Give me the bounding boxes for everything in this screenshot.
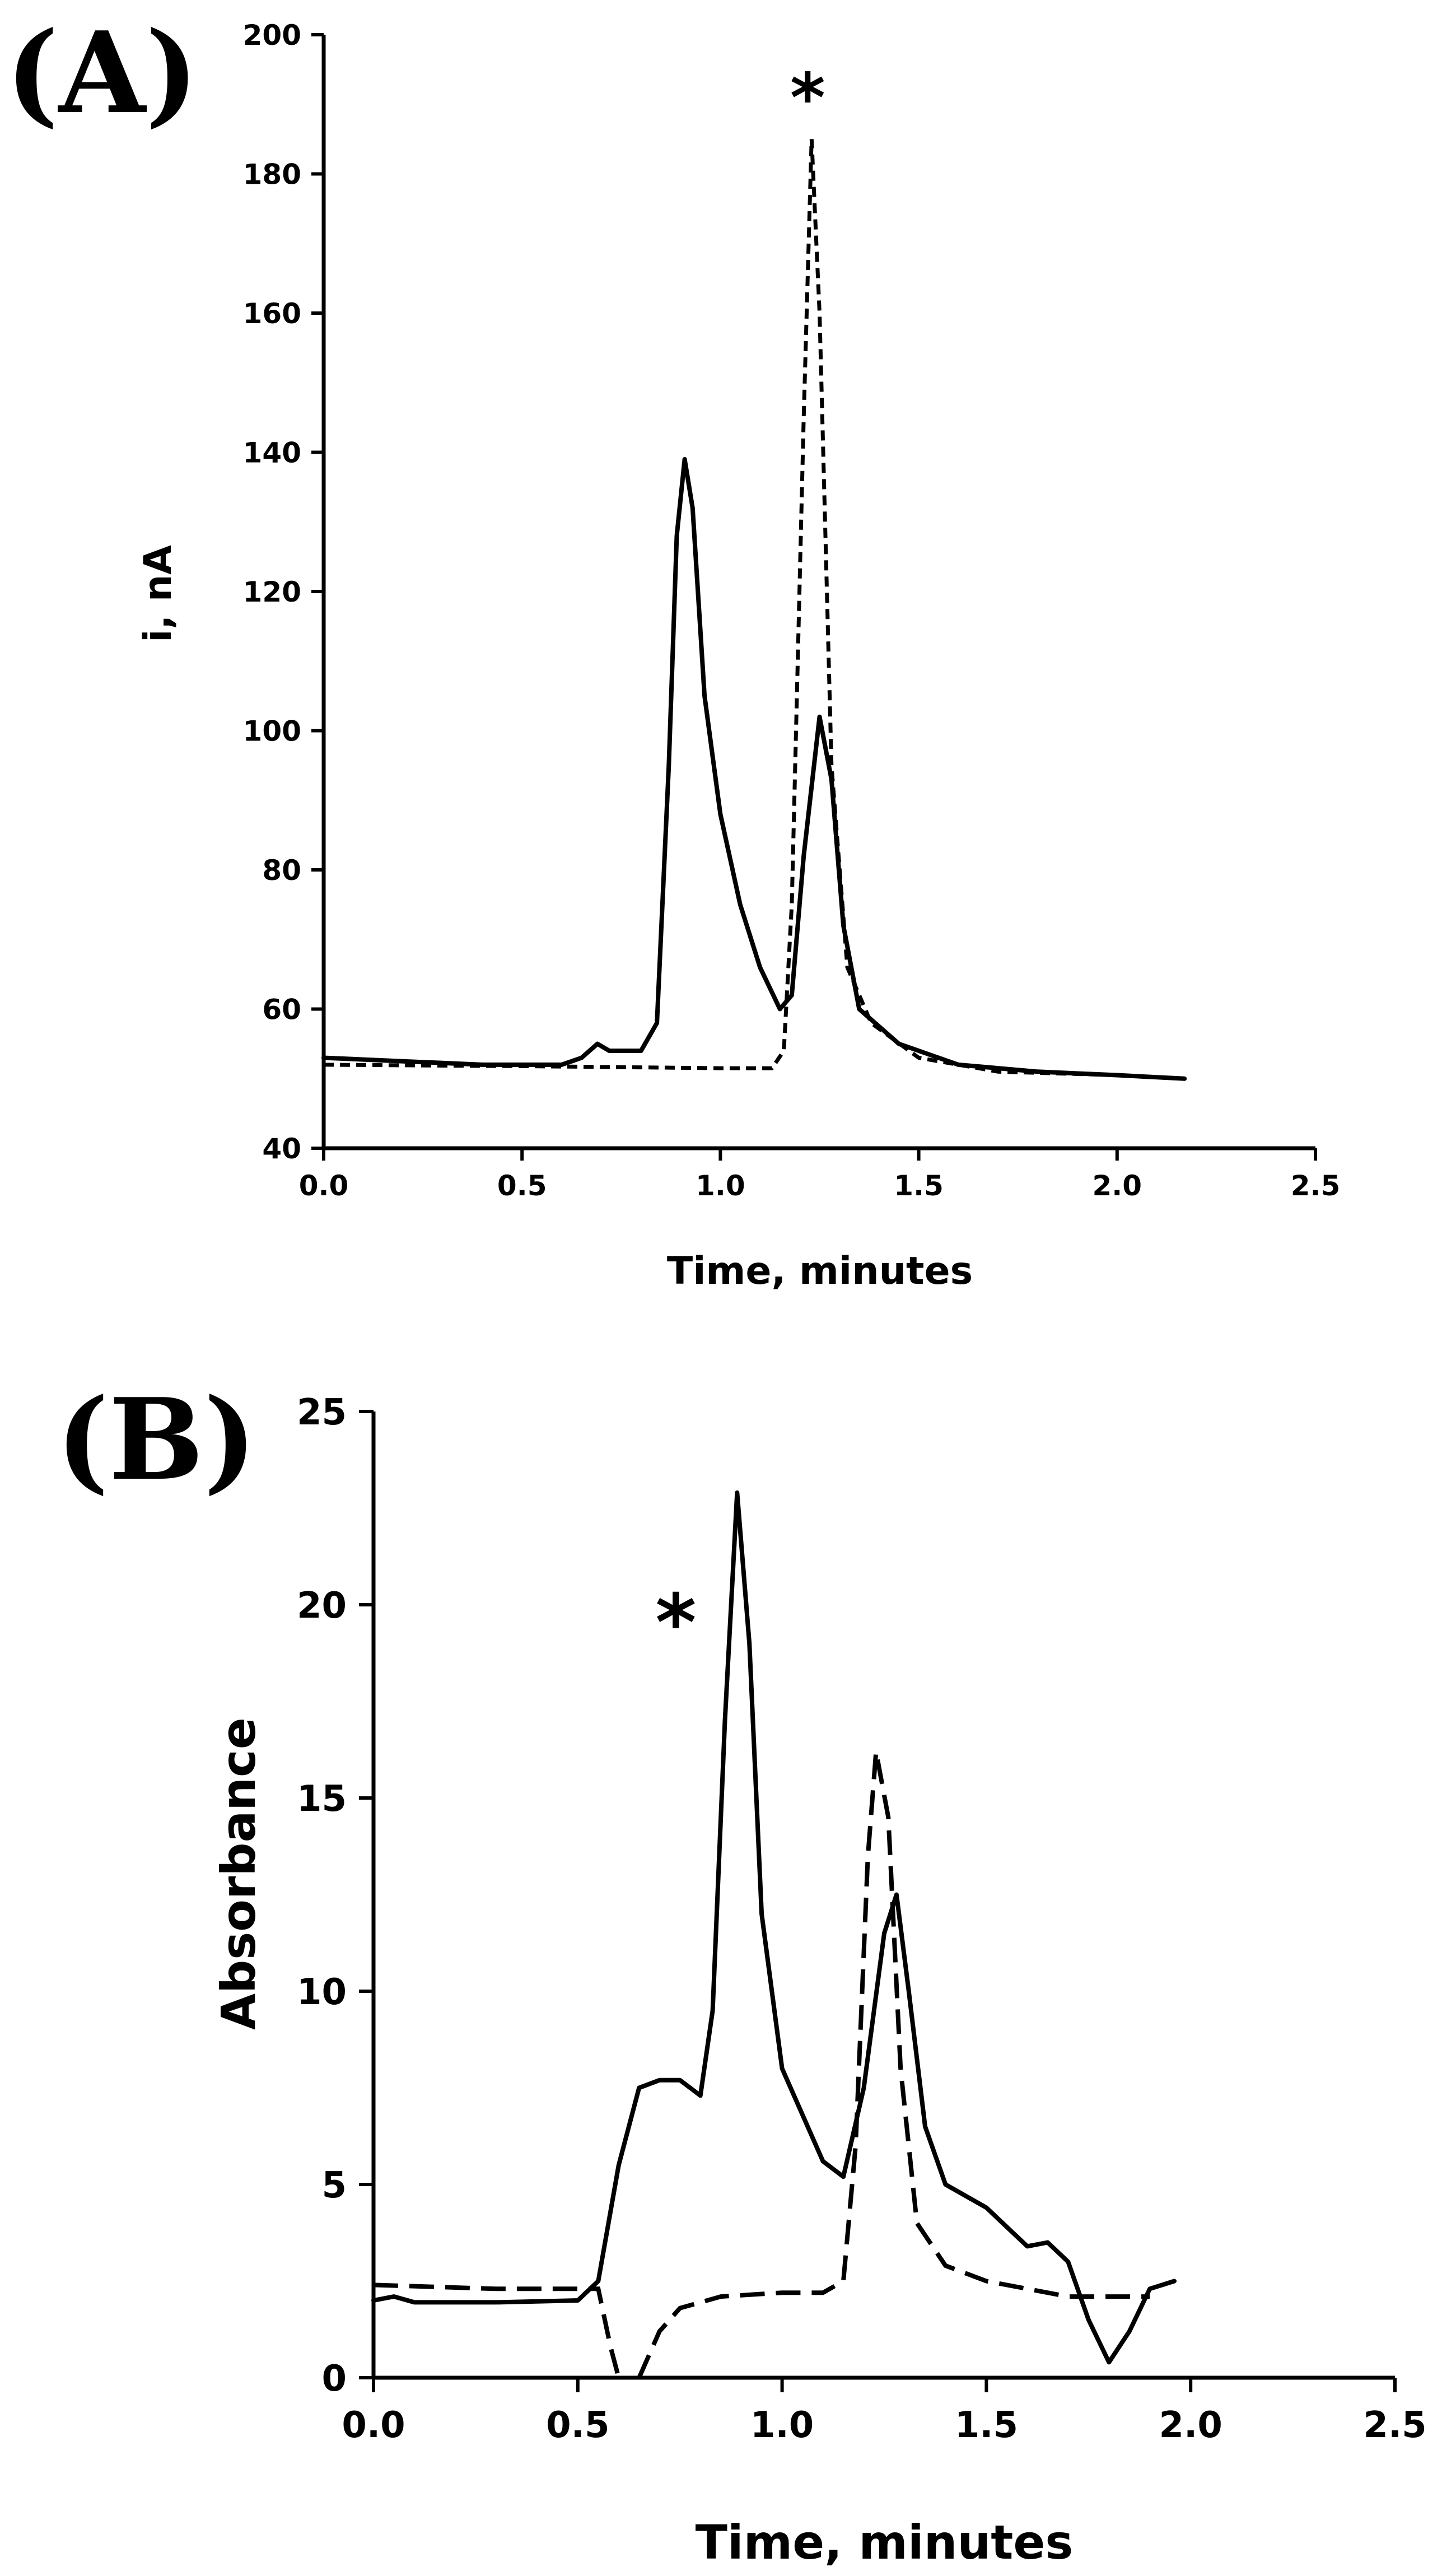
x-tick-label: 1.5 xyxy=(955,2405,1018,2446)
panel-b-series xyxy=(371,1490,1177,2379)
panel-a-peak-marker: * xyxy=(790,59,825,137)
y-tick-label: 10 xyxy=(297,1972,347,2013)
x-tick-label: 2.5 xyxy=(1291,1170,1341,1202)
panel-b-x-title: Time, minutes xyxy=(696,2515,1074,2570)
panel-a-label: (A) xyxy=(6,7,198,139)
panel-a-x-title: Time, minutes xyxy=(667,1249,973,1293)
x-tick-label: 1.0 xyxy=(696,1170,745,1202)
y-tick-label: 60 xyxy=(262,994,301,1026)
x-tick-label: 0.5 xyxy=(497,1170,547,1202)
chart-panel-a: (A) 40 60 80 100 120 140 160 180 200 0.0 0.5 1.0 1.… xyxy=(6,7,1340,1293)
y-tick-label: 20 xyxy=(297,1585,347,1627)
panel-a-y-ticks: 40 60 80 100 120 140 160 180 200 xyxy=(243,19,324,1165)
panel-b-label: (B) xyxy=(56,1374,256,1506)
y-tick-label: 180 xyxy=(243,159,301,191)
x-tick-label: 2.0 xyxy=(1093,1170,1142,1202)
y-tick-label: 200 xyxy=(243,19,301,52)
x-tick-label: 0.0 xyxy=(342,2405,405,2446)
y-tick-label: 40 xyxy=(262,1133,301,1165)
y-tick-label: 160 xyxy=(243,297,301,330)
y-tick-label: 140 xyxy=(243,437,301,469)
chart-panel-b: (B) 0 5 10 15 20 25 0.0 0.5 1.0 1.5 2.0 2.5 * Time… xyxy=(56,1374,1427,2570)
y-tick-label: 100 xyxy=(243,715,301,748)
x-tick-label: 0.0 xyxy=(299,1170,349,1202)
y-tick-label: 15 xyxy=(297,1778,347,1820)
panel-b-y-ticks: 0 5 10 15 20 25 xyxy=(297,1392,374,2400)
panel-a-series xyxy=(321,139,1187,1081)
x-tick-label: 2.0 xyxy=(1159,2405,1222,2446)
y-tick-label: 120 xyxy=(243,576,301,608)
panel-a-x-ticks: 0.0 0.5 1.0 1.5 2.0 2.5 xyxy=(299,1148,1341,1202)
x-tick-label: 0.5 xyxy=(546,2405,609,2446)
series-line-dashed xyxy=(373,2282,621,2379)
y-tick-label: 80 xyxy=(262,854,301,887)
series-line-dashed-continued xyxy=(637,1751,1150,2379)
x-tick-label: 1.0 xyxy=(750,2405,814,2446)
panel-b-peak-marker: * xyxy=(655,1578,696,1669)
y-tick-label: 5 xyxy=(321,2165,347,2206)
y-tick-label: 0 xyxy=(321,2358,347,2400)
x-tick-label: 1.5 xyxy=(894,1170,944,1202)
panel-b-y-title: Absorbance xyxy=(211,1717,266,2030)
series-line-solid xyxy=(371,1490,1177,2365)
panel-a-y-title: i, nA xyxy=(136,545,180,642)
panel-b-x-ticks: 0.0 0.5 1.0 1.5 2.0 2.5 xyxy=(342,2378,1427,2446)
series-line-solid xyxy=(321,456,1187,1081)
series-line-dashed xyxy=(323,139,1185,1081)
y-tick-label: 25 xyxy=(297,1392,347,1433)
x-tick-label: 2.5 xyxy=(1363,2405,1426,2446)
